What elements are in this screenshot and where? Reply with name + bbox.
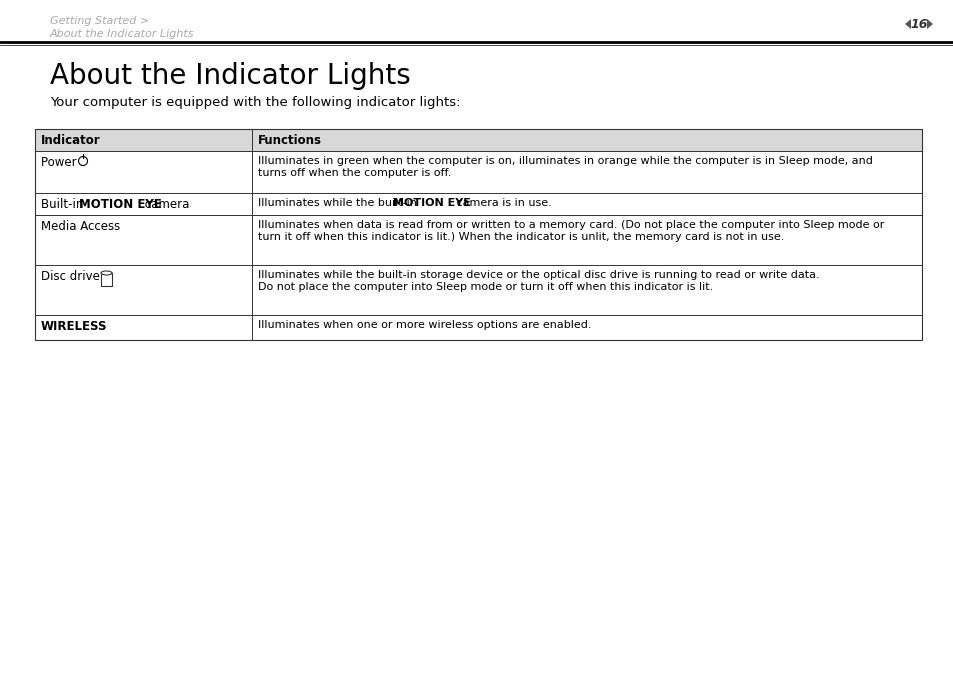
Text: Power: Power [41, 156, 80, 169]
Text: 16: 16 [909, 18, 926, 30]
Text: Getting Started >: Getting Started > [50, 16, 149, 26]
Text: Functions: Functions [258, 134, 322, 147]
Text: About the Indicator Lights: About the Indicator Lights [50, 29, 194, 39]
Bar [101, 273, 112, 286]
Text: WIRELESS: WIRELESS [41, 320, 108, 333]
Text: Your computer is equipped with the following indicator lights:: Your computer is equipped with the follo… [50, 96, 460, 109]
Text: turns off when the computer is off.: turns off when the computer is off. [258, 168, 451, 178]
Text: Illuminates while the built-in storage device or the optical disc drive is runni: Illuminates while the built-in storage d… [258, 270, 819, 280]
Bar [35, 129, 921, 340]
Text: Built-in: Built-in [41, 198, 87, 211]
Text: Illuminates when one or more wireless options are enabled.: Illuminates when one or more wireless op… [258, 320, 591, 330]
Polygon shape [926, 19, 932, 29]
Text: Do not place the computer into Sleep mode or turn it off when this indicator is : Do not place the computer into Sleep mod… [258, 282, 713, 292]
Text: Illuminates when data is read from or written to a memory card. (Do not place th: Illuminates when data is read from or wr… [258, 220, 883, 230]
Text: Indicator: Indicator [41, 134, 100, 147]
Text: MOTION EYE: MOTION EYE [79, 198, 162, 211]
Text: About the Indicator Lights: About the Indicator Lights [50, 62, 411, 90]
Text: turn it off when this indicator is lit.) When the indicator is unlit, the memory: turn it off when this indicator is lit.)… [258, 232, 784, 242]
Text: Illuminates while the built-in: Illuminates while the built-in [258, 198, 420, 208]
Bar [35, 129, 921, 151]
Text: Illuminates in green when the computer is on, illuminates in orange while the co: Illuminates in green when the computer i… [258, 156, 872, 166]
Text: camera is in use.: camera is in use. [453, 198, 552, 208]
Text: Disc drive: Disc drive [41, 270, 100, 283]
Text: camera: camera [141, 198, 190, 211]
Text: Media Access: Media Access [41, 220, 120, 233]
Ellipse shape [101, 271, 112, 275]
Text: MOTION EYE: MOTION EYE [393, 198, 471, 208]
Polygon shape [904, 19, 910, 29]
